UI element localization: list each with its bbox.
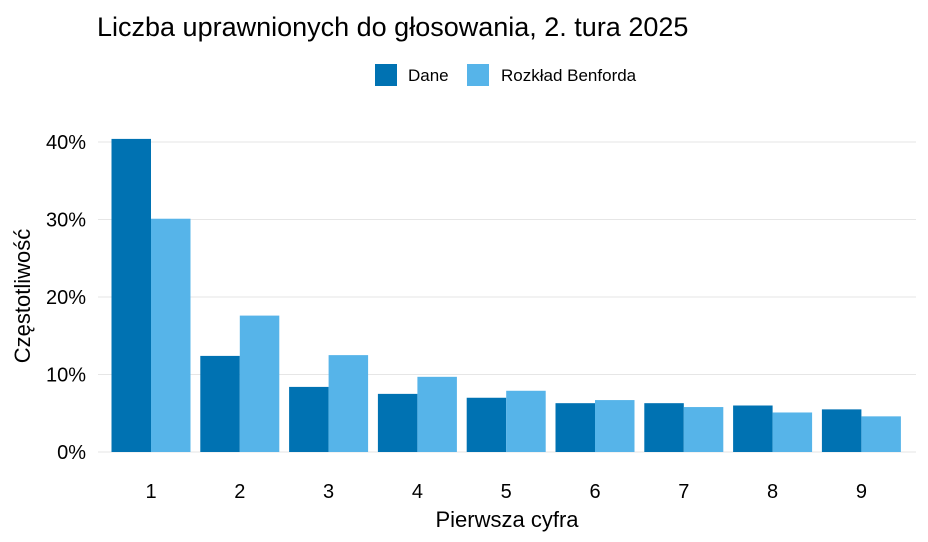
bar-benford-9 xyxy=(861,416,901,452)
legend-swatch-dane xyxy=(375,64,397,86)
bar-dane-3 xyxy=(289,386,329,452)
y-tick-label: 20% xyxy=(46,287,86,309)
bar-benford-1 xyxy=(151,218,191,452)
bar-benford-8 xyxy=(772,412,813,452)
chart-title: Liczba uprawnionych do głosowania, 2. tu… xyxy=(97,12,688,42)
legend-label-dane: Dane xyxy=(408,66,449,85)
legend: Dane Rozkład Benforda xyxy=(375,64,637,86)
y-tick-label: 10% xyxy=(46,365,86,387)
bar-dane-5 xyxy=(466,397,507,452)
bars xyxy=(111,138,901,452)
legend-swatch-benford xyxy=(467,64,489,86)
bar-benford-6 xyxy=(595,400,635,452)
x-tick-label: 8 xyxy=(767,481,778,503)
bar-dane-9 xyxy=(821,409,862,452)
x-tick-label: 6 xyxy=(589,481,600,503)
x-tick-label: 3 xyxy=(323,481,334,503)
x-tick-label: 7 xyxy=(678,481,689,503)
y-tick-label: 30% xyxy=(46,210,86,232)
x-tick-label: 2 xyxy=(234,481,245,503)
y-tick-label: 40% xyxy=(46,132,86,154)
x-axis-title: Pierwsza cyfra xyxy=(435,507,579,532)
x-tick-label: 1 xyxy=(145,481,156,503)
bar-benford-7 xyxy=(683,407,724,452)
y-tick-label: 0% xyxy=(57,442,86,464)
bar-benford-5 xyxy=(506,390,546,452)
x-tick-label: 5 xyxy=(501,481,512,503)
bar-benford-2 xyxy=(239,315,280,452)
bar-dane-4 xyxy=(377,393,418,452)
y-axis-ticks: 0% 10% 20% 30% 40% xyxy=(46,132,86,464)
legend-label-benford: Rozkład Benforda xyxy=(501,66,637,85)
bar-dane-8 xyxy=(733,405,773,452)
bar-benford-4 xyxy=(417,376,457,452)
y-axis-title: Częstotliwość xyxy=(10,229,35,363)
x-axis-ticks: 1 2 3 4 5 6 7 8 9 xyxy=(145,481,867,503)
bar-dane-2 xyxy=(200,355,240,452)
bar-dane-6 xyxy=(555,403,595,452)
bar-dane-1 xyxy=(111,138,151,452)
x-tick-label: 4 xyxy=(412,481,423,503)
bar-benford-3 xyxy=(328,355,369,452)
x-tick-label: 9 xyxy=(856,481,867,503)
bar-dane-7 xyxy=(644,403,684,452)
